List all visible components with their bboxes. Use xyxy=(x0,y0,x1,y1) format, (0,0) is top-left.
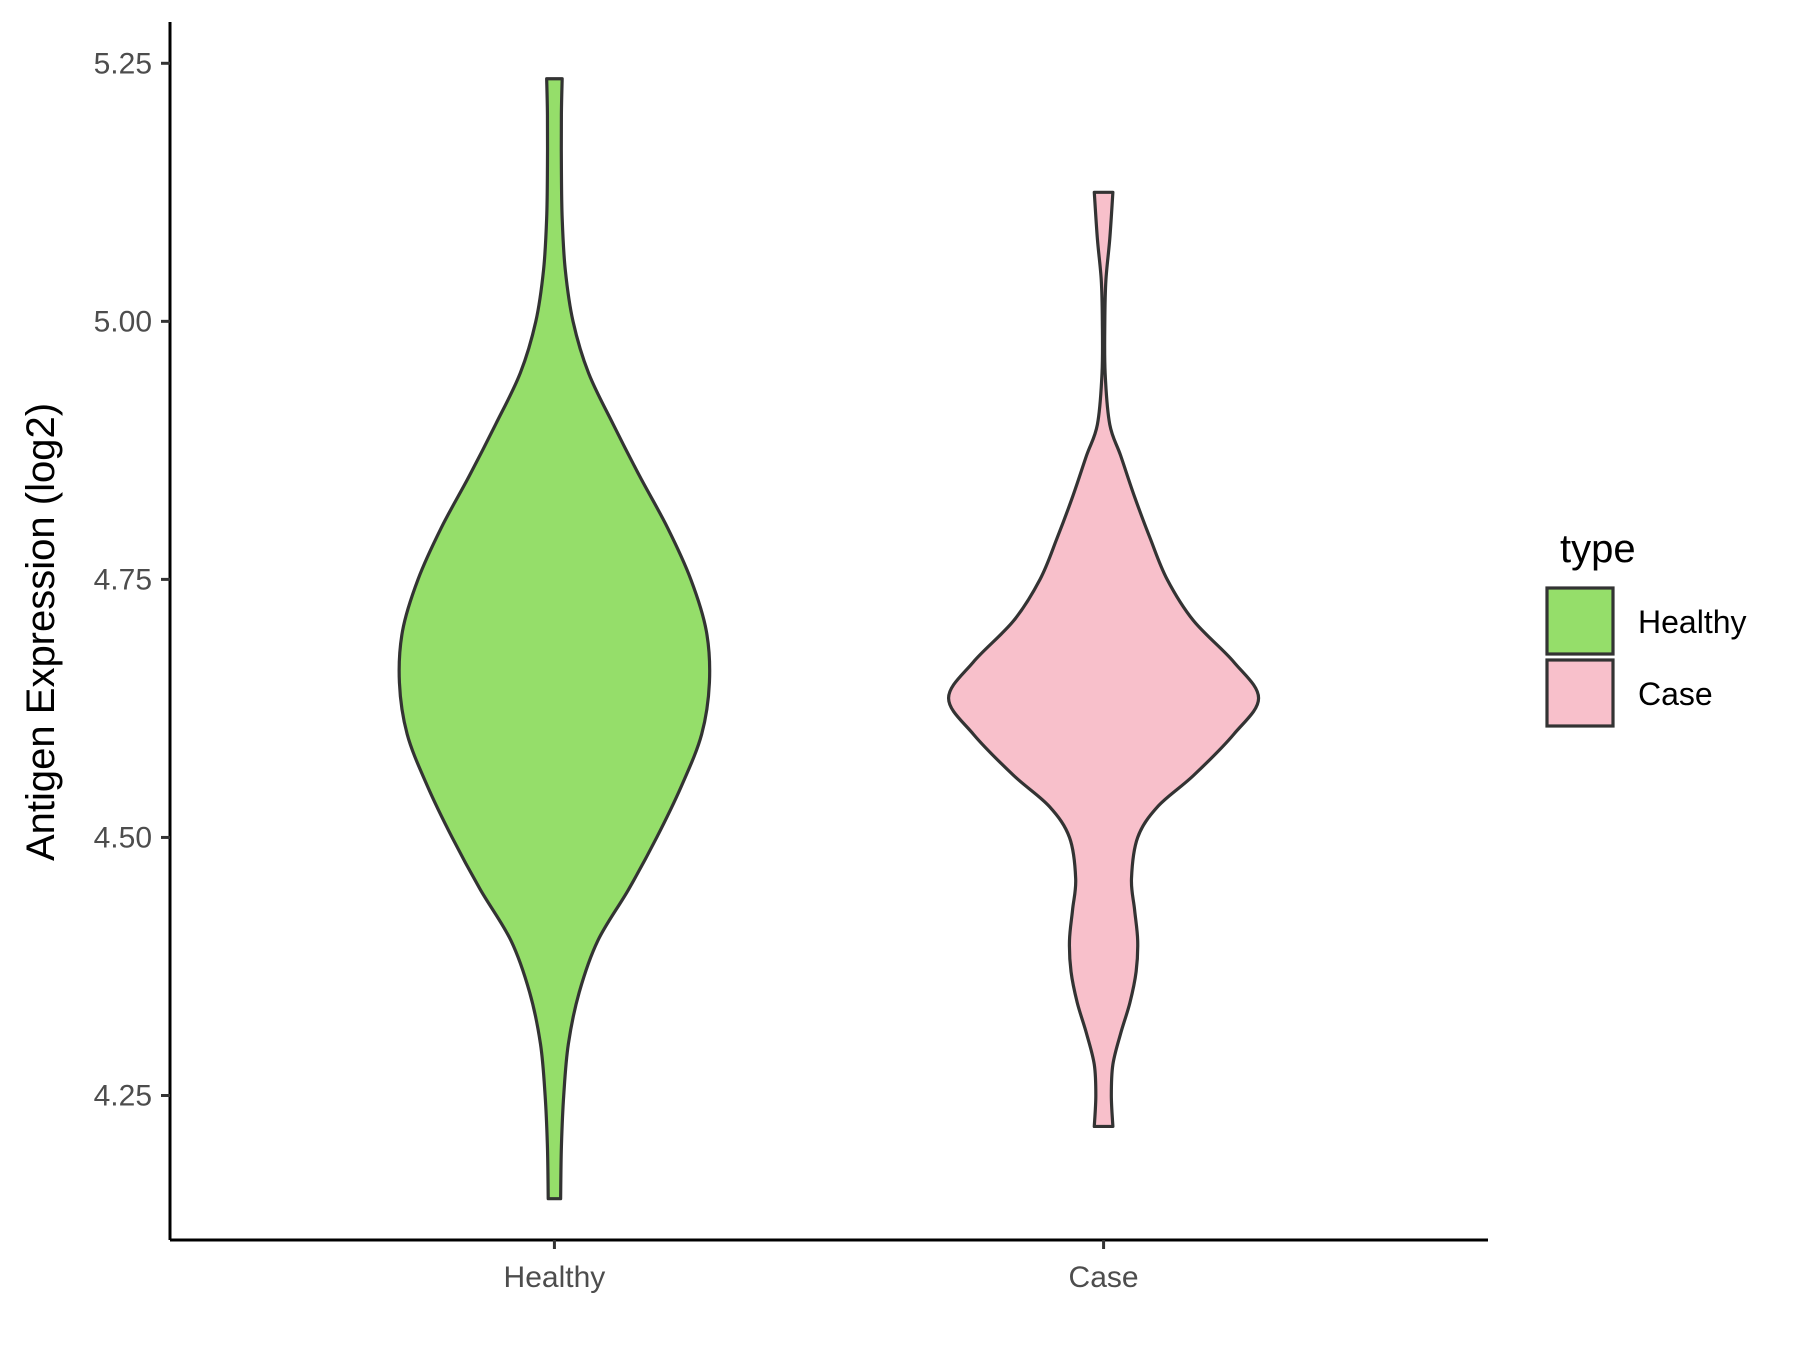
legend-key-case xyxy=(1545,658,1615,728)
y-tick-label: 4.50 xyxy=(94,821,152,854)
x-tick-label: Case xyxy=(1069,1261,1139,1294)
y-tick-label: 4.75 xyxy=(94,563,152,596)
violin-case xyxy=(946,190,1261,1129)
y-axis-title: Antigen Expression (log2) xyxy=(19,403,63,861)
violin-healthy xyxy=(397,77,712,1201)
legend-label-healthy: Healthy xyxy=(1638,604,1747,640)
y-tick-label: 4.25 xyxy=(94,1079,152,1112)
y-tick-label: 5.00 xyxy=(94,305,152,338)
legend-key-healthy xyxy=(1545,586,1615,656)
axes xyxy=(168,22,1488,1242)
plot-area xyxy=(397,77,1261,1201)
legend-title: type xyxy=(1560,527,1636,571)
legend-label-case: Case xyxy=(1638,676,1713,712)
x-tick-label: Healthy xyxy=(504,1261,606,1294)
x-axis-ticks: Healthy Case xyxy=(504,1240,1139,1294)
legend: type Healthy Case xyxy=(1545,527,1747,728)
y-tick-label: 5.25 xyxy=(94,47,152,80)
y-axis-ticks: 4.25 4.50 4.75 5.00 5.25 xyxy=(94,47,170,1112)
